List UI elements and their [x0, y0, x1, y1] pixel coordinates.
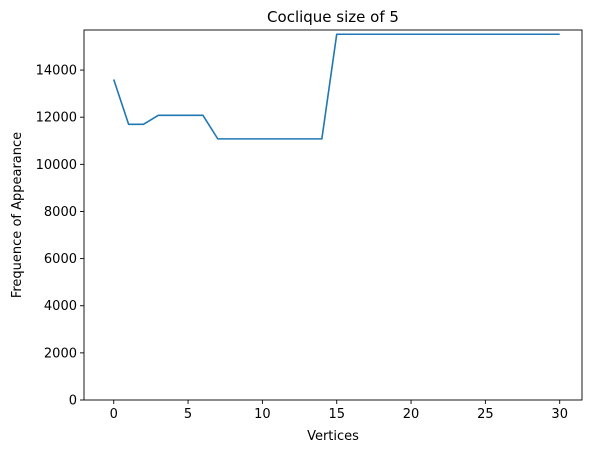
y-tick-label: 4000 — [44, 299, 77, 314]
x-tick-label: 10 — [254, 407, 271, 422]
y-tick-label: 0 — [69, 394, 77, 409]
plot-frame — [83, 29, 583, 401]
x-tick-label: 5 — [184, 407, 192, 422]
y-axis: 0 2000 4000 6000 8000 10000 12000 14000 — [36, 64, 84, 409]
y-axis-label: Frequence of Appearance — [10, 132, 25, 298]
y-tick-label: 6000 — [44, 252, 77, 267]
x-tick-label: 20 — [403, 407, 420, 422]
x-tick-label: 15 — [328, 407, 345, 422]
y-tick-label: 2000 — [44, 346, 77, 361]
x-tick-label: 0 — [110, 407, 118, 422]
y-tick-label: 8000 — [44, 205, 77, 220]
x-axis-label: Vertices — [307, 429, 359, 444]
plot-area — [83, 29, 583, 401]
x-axis: 0 5 10 15 20 25 30 — [110, 400, 568, 422]
x-tick-label: 25 — [477, 407, 494, 422]
chart-title: Coclique size of 5 — [267, 8, 399, 26]
x-tick-label: 30 — [551, 407, 568, 422]
y-tick-label: 10000 — [36, 158, 77, 173]
y-tick-label: 12000 — [36, 111, 77, 126]
series-line-0 — [112, 33, 560, 140]
y-tick-label: 14000 — [36, 64, 77, 79]
